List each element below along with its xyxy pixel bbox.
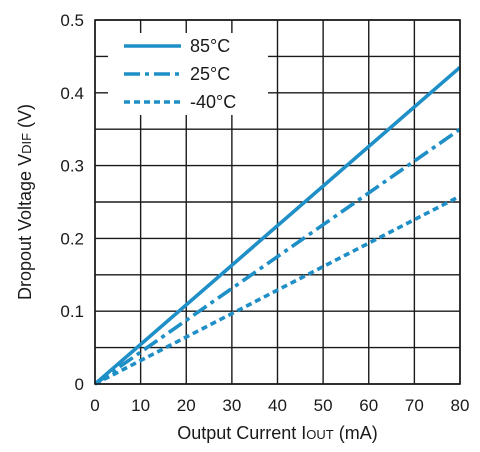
y-axis-title-main: Dropout Voltage V xyxy=(15,154,35,300)
legend-label-1: 85°C xyxy=(190,36,230,56)
y-axis-ticks: 0 0.1 0.2 0.3 0.4 0.5 xyxy=(60,11,84,394)
x-tick-label: 80 xyxy=(451,396,470,415)
y-axis-title-unit: (V) xyxy=(15,104,35,133)
x-axis-title-subscript: OUT xyxy=(306,427,334,442)
legend-label-3: -40°C xyxy=(190,92,236,112)
y-tick-label: 0.1 xyxy=(60,302,84,321)
x-tick-label: 70 xyxy=(405,396,424,415)
x-tick-label: 50 xyxy=(314,396,333,415)
y-tick-label: 0.5 xyxy=(60,11,84,30)
y-tick-label: 0.2 xyxy=(60,229,84,248)
legend-label-2: 25°C xyxy=(190,64,230,84)
y-tick-label: 0 xyxy=(75,375,84,394)
y-axis-title-subscript: DIF xyxy=(19,133,34,154)
x-axis-title-unit: (mA) xyxy=(334,423,378,443)
x-axis-ticks: 0 10 20 30 40 50 60 70 80 xyxy=(90,396,469,415)
x-tick-label: 20 xyxy=(177,396,196,415)
y-axis-title: Dropout Voltage VDIF (V) xyxy=(15,104,35,300)
x-tick-label: 10 xyxy=(131,396,150,415)
x-axis-title-main: Output Current I xyxy=(177,423,306,443)
x-tick-label: 60 xyxy=(359,396,378,415)
x-tick-label: 30 xyxy=(222,396,241,415)
x-tick-label: 0 xyxy=(90,396,99,415)
y-tick-label: 0.3 xyxy=(60,157,84,176)
x-axis-title: Output Current IOUT (mA) xyxy=(177,423,378,443)
x-tick-label: 40 xyxy=(268,396,287,415)
y-tick-label: 0.4 xyxy=(60,84,84,103)
